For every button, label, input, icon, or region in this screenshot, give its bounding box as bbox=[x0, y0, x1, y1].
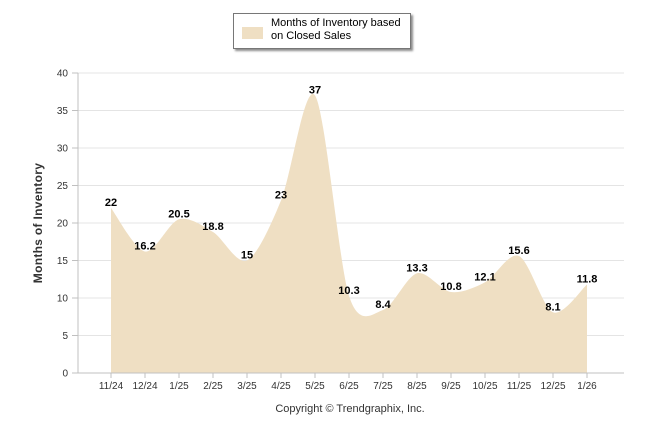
y-tick-label: 10 bbox=[57, 294, 69, 305]
data-label: 37 bbox=[309, 85, 321, 97]
x-tick-label: 11/24 bbox=[99, 381, 124, 392]
data-label: 12.1 bbox=[474, 271, 495, 283]
x-tick-label: 12/25 bbox=[540, 381, 565, 392]
y-tick-label: 30 bbox=[57, 144, 69, 155]
x-tick-label: 5/25 bbox=[305, 381, 325, 392]
legend-swatch bbox=[242, 27, 263, 39]
y-tick-label: 15 bbox=[57, 256, 69, 267]
data-label: 10.3 bbox=[338, 285, 359, 297]
x-tick-label: 3/25 bbox=[237, 381, 257, 392]
data-label: 18.8 bbox=[202, 221, 223, 233]
x-tick-label: 11/25 bbox=[507, 381, 532, 392]
x-tick-label: 6/25 bbox=[339, 381, 359, 392]
x-tick-label: 9/25 bbox=[441, 381, 461, 392]
x-tick-label: 1/25 bbox=[169, 381, 189, 392]
legend: Months of Inventory based on Closed Sale… bbox=[233, 13, 411, 49]
copyright-credit: Copyright © Trendgraphix, Inc. bbox=[275, 403, 424, 415]
y-axis-title: Months of Inventory bbox=[31, 163, 45, 283]
x-tick-label: 12/24 bbox=[132, 381, 157, 392]
series-area bbox=[111, 94, 587, 373]
x-tick-label: 7/25 bbox=[373, 381, 393, 392]
x-tick-label: 1/26 bbox=[577, 381, 597, 392]
y-tick-label: 0 bbox=[62, 369, 68, 380]
data-label: 8.1 bbox=[545, 301, 560, 313]
data-label: 10.8 bbox=[440, 281, 461, 293]
data-label: 15.6 bbox=[508, 245, 529, 257]
data-label: 22 bbox=[105, 197, 117, 209]
y-tick-label: 20 bbox=[57, 219, 69, 230]
x-tick-label: 8/25 bbox=[407, 381, 427, 392]
y-tick-label: 5 bbox=[62, 331, 68, 342]
data-label: 20.5 bbox=[168, 208, 189, 220]
data-label: 16.2 bbox=[134, 241, 155, 253]
y-axis-ticks: 0 5 10 15 20 25 30 35 40 bbox=[57, 69, 78, 380]
x-tick-label: 10/25 bbox=[472, 381, 497, 392]
x-axis-ticks: 11/24 12/24 1/25 2/25 3/25 4/25 5/25 6/25 7/25 8/… bbox=[99, 373, 597, 392]
x-tick-label: 4/25 bbox=[271, 381, 291, 392]
data-label: 8.4 bbox=[375, 299, 391, 311]
data-label: 23 bbox=[275, 190, 287, 202]
y-tick-label: 25 bbox=[57, 181, 69, 192]
data-labels: 22 16.2 20.5 18.8 15 23 37 10.3 8.4 13.3 10.8 12.1 1… bbox=[105, 85, 598, 314]
legend-label: Months of Inventory based on Closed Sale… bbox=[271, 17, 401, 42]
y-tick-label: 40 bbox=[57, 69, 69, 80]
data-label: 13.3 bbox=[406, 262, 427, 274]
data-label: 11.8 bbox=[577, 274, 598, 286]
x-tick-label: 2/25 bbox=[203, 381, 223, 392]
data-label: 15 bbox=[241, 250, 253, 262]
y-tick-label: 35 bbox=[57, 106, 69, 117]
